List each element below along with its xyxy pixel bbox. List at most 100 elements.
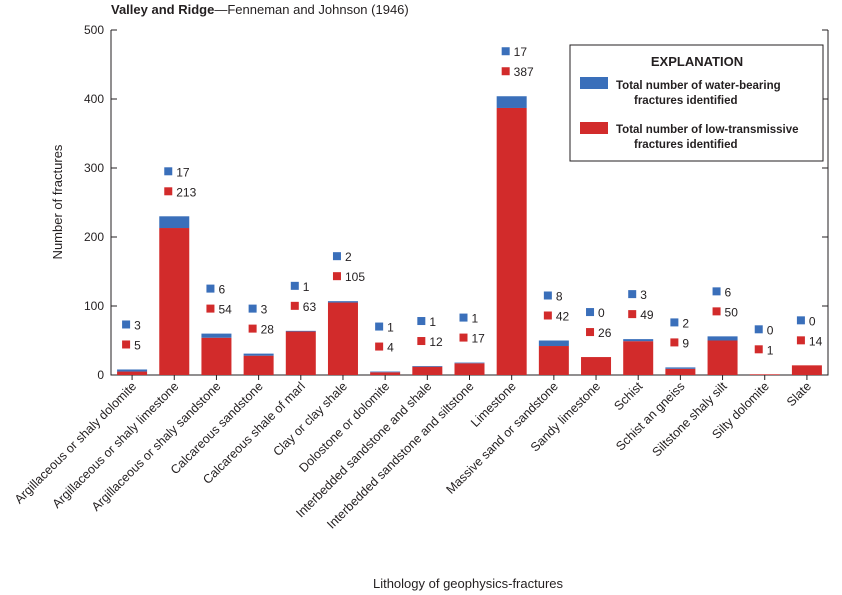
data-label-water-bearing: 8	[556, 290, 563, 304]
data-label-low-transmissive: 105	[345, 270, 365, 284]
data-label-low-transmissive: 26	[598, 326, 612, 340]
legend-label-low-transmissive-line1: Total number of low-transmissive	[616, 124, 799, 136]
label-swatch-low-transmissive	[796, 336, 805, 345]
bar-water-bearing	[454, 362, 485, 364]
bar-low-transmissive	[201, 337, 232, 375]
category-label: Clay or clay shale	[270, 379, 350, 459]
data-label-water-bearing: 0	[767, 323, 774, 337]
legend-title: EXPLANATION	[651, 54, 743, 69]
data-label-low-transmissive: 1	[767, 343, 774, 357]
data-label-low-transmissive: 50	[725, 305, 739, 319]
category-label: Siltstone shaly silt	[650, 379, 731, 460]
bar-water-bearing	[201, 333, 232, 338]
data-label-low-transmissive: 14	[809, 334, 823, 348]
bar-low-transmissive	[117, 371, 148, 375]
label-swatch-low-transmissive	[290, 301, 299, 310]
data-label-water-bearing: 0	[598, 306, 605, 320]
bar-low-transmissive	[327, 302, 358, 375]
label-swatch-water-bearing	[290, 281, 299, 290]
chart-title: Valley and Ridge—Fenneman and Johnson (1…	[111, 2, 409, 17]
data-label-water-bearing: 6	[218, 283, 225, 297]
x-axis-title: Lithology of geophysics-fractures	[373, 576, 564, 591]
data-label-water-bearing: 17	[176, 165, 190, 179]
data-label-water-bearing: 0	[809, 314, 816, 328]
label-swatch-low-transmissive	[164, 187, 173, 196]
data-label-low-transmissive: 5	[134, 338, 141, 352]
label-swatch-low-transmissive	[122, 340, 131, 349]
legend-label-water-bearing-line1: Total number of water-bearing	[616, 80, 781, 92]
bar-low-transmissive	[707, 340, 738, 375]
data-label-water-bearing: 1	[387, 321, 394, 335]
data-label-water-bearing: 17	[514, 45, 528, 59]
data-label-low-transmissive: 17	[472, 332, 486, 346]
data-label-low-transmissive: 63	[303, 300, 317, 314]
y-tick-label-200: 200	[84, 230, 104, 244]
data-label-water-bearing: 3	[134, 318, 141, 332]
y-tick-label-300: 300	[84, 161, 104, 175]
bar-water-bearing	[327, 301, 358, 303]
label-swatch-water-bearing	[670, 318, 679, 327]
bar-water-bearing	[496, 96, 527, 108]
bar-low-transmissive	[665, 368, 696, 375]
bar-low-transmissive	[454, 363, 485, 375]
label-swatch-low-transmissive	[670, 338, 679, 347]
y-tick-label-100: 100	[84, 299, 104, 313]
data-label-water-bearing: 2	[682, 316, 689, 330]
bar-low-transmissive	[370, 372, 401, 375]
label-swatch-water-bearing	[586, 308, 595, 317]
label-swatch-water-bearing	[459, 313, 468, 322]
bar-water-bearing	[623, 339, 654, 342]
bar-water-bearing	[117, 369, 148, 372]
category-label: Schist	[611, 379, 645, 413]
bar-water-bearing	[370, 371, 401, 373]
data-label-low-transmissive: 28	[261, 323, 275, 337]
bar-water-bearing	[285, 330, 316, 332]
bar-low-transmissive	[285, 331, 316, 375]
data-label-water-bearing: 1	[429, 315, 436, 329]
data-label-water-bearing: 1	[472, 312, 479, 326]
bar-water-bearing	[159, 216, 190, 229]
bar-water-bearing	[707, 336, 738, 341]
data-label-water-bearing: 2	[345, 250, 352, 264]
bar-low-transmissive	[412, 366, 443, 375]
label-swatch-water-bearing	[248, 304, 257, 313]
legend-swatch-low-transmissive	[580, 122, 608, 134]
label-swatch-water-bearing	[122, 320, 131, 329]
label-swatch-water-bearing	[206, 284, 215, 293]
bar-water-bearing	[412, 366, 443, 367]
label-swatch-low-transmissive	[501, 67, 510, 76]
label-swatch-water-bearing	[543, 291, 552, 300]
bar-low-transmissive	[791, 365, 822, 375]
legend-box	[569, 44, 824, 162]
bar-low-transmissive	[749, 374, 780, 375]
label-swatch-low-transmissive	[628, 310, 637, 319]
label-swatch-low-transmissive	[586, 328, 595, 337]
label-swatch-low-transmissive	[332, 272, 341, 281]
legend: EXPLANATION Total number of water-bearin…	[569, 44, 824, 162]
label-swatch-water-bearing	[501, 47, 510, 56]
data-label-water-bearing: 6	[725, 285, 732, 299]
label-swatch-low-transmissive	[248, 324, 257, 333]
data-label-low-transmissive: 12	[429, 335, 443, 349]
label-swatch-low-transmissive	[459, 333, 468, 342]
bar-low-transmissive	[623, 341, 654, 375]
label-swatch-water-bearing	[628, 290, 637, 299]
bar-water-bearing	[665, 367, 696, 369]
label-swatch-low-transmissive	[712, 307, 721, 316]
bar-low-transmissive	[496, 107, 527, 375]
data-label-low-transmissive: 49	[640, 308, 654, 322]
bar-low-transmissive	[243, 355, 274, 375]
y-tick-label-400: 400	[84, 92, 104, 106]
label-swatch-water-bearing	[164, 167, 173, 176]
y-tick-label-500: 500	[84, 23, 104, 37]
category-labels: Argillaceous or shaly dolomiteArgillaceo…	[12, 379, 814, 532]
label-swatch-low-transmissive	[754, 345, 763, 354]
bars	[117, 96, 822, 375]
chart-title-rest: —Fenneman and Johnson (1946)	[214, 2, 409, 17]
legend-label-water-bearing-line2: fractures identified	[634, 95, 738, 107]
bar-low-transmissive	[581, 357, 612, 375]
label-swatch-water-bearing	[754, 325, 763, 334]
